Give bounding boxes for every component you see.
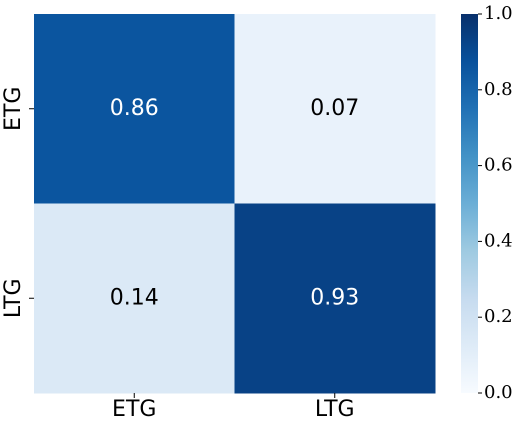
colorbar-tick-label: 0.0 [484,382,513,403]
colorbar-tick-label: 1.0 [484,3,513,24]
y-tick-label: ETG [1,87,26,131]
colorbar-tick-label: 0.4 [484,230,513,251]
y-tick-label: LTG [1,278,26,318]
colorbar-tick-label: 0.6 [484,155,513,176]
cell-label: 0.07 [310,96,359,121]
heatmap-cell [234,203,436,394]
cell-label: 0.14 [110,285,159,310]
colorbar-tick-label: 0.2 [484,306,513,327]
heatmap-cell [234,14,436,204]
x-tick-label: LTG [315,397,355,422]
x-tick-label: ETG [112,397,156,422]
colorbar [461,14,478,393]
heatmap-cell [34,203,235,394]
cell-label: 0.86 [110,96,159,121]
cell-label: 0.93 [310,285,359,310]
colorbar-tick-label: 0.8 [484,79,513,100]
heatmap-cell [34,14,235,204]
